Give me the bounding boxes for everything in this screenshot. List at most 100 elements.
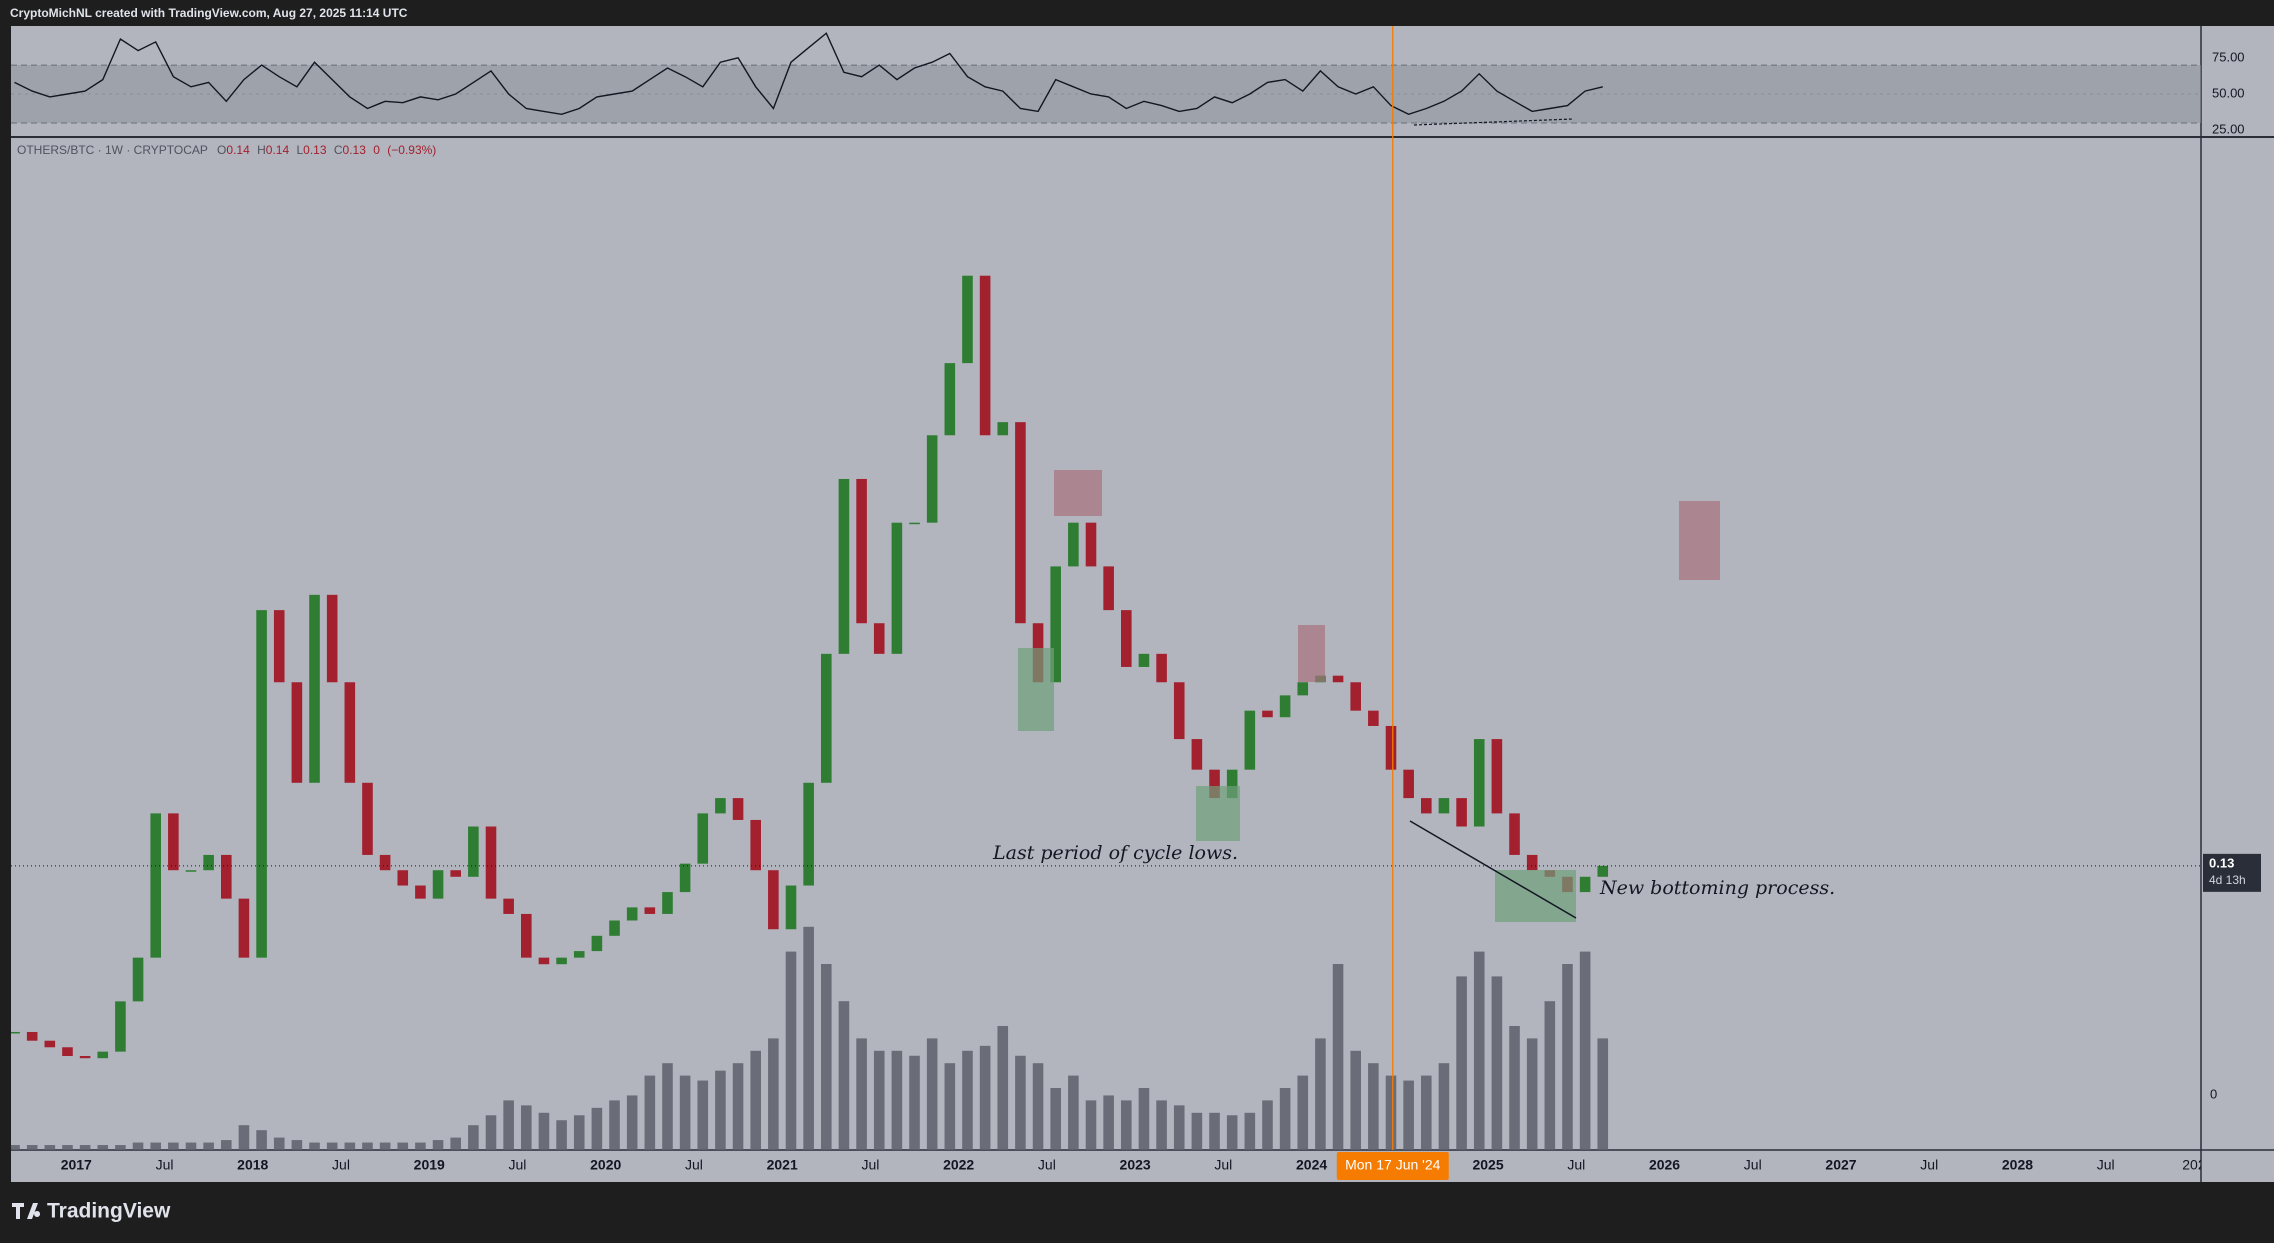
volume-bar — [679, 1075, 691, 1150]
x-tick-label: Jul — [1038, 1157, 1056, 1173]
x-tick-label: 2020 — [590, 1157, 621, 1173]
x-tick-label: Jul — [332, 1157, 350, 1173]
volume-bar — [1191, 1112, 1203, 1150]
volume-bar — [838, 1001, 850, 1150]
volume-bar — [1138, 1088, 1150, 1150]
volume-bar — [97, 1145, 109, 1150]
candle — [97, 1051, 109, 1059]
candle — [415, 885, 426, 899]
candle — [468, 826, 479, 877]
volume-bar — [803, 926, 814, 1150]
candle — [1438, 798, 1450, 814]
annotation: New bottoming process. — [1599, 877, 1835, 899]
volume-bar — [450, 1137, 461, 1150]
candle — [979, 275, 991, 436]
candle — [644, 907, 656, 914]
candle — [1403, 769, 1414, 799]
volume-bar — [26, 1145, 38, 1150]
candle — [150, 813, 161, 958]
candle — [1368, 710, 1379, 726]
volume-bar — [1032, 1063, 1044, 1150]
change-pct: (−0.93%) — [387, 143, 436, 157]
volume-bar — [1562, 964, 1573, 1150]
ohlc-label: L — [296, 143, 303, 157]
volume-bar — [1156, 1100, 1167, 1150]
trend-line — [1409, 820, 1577, 919]
volume-bar — [238, 1125, 250, 1150]
volume-bar — [785, 951, 797, 1150]
volume-bar — [1368, 1063, 1379, 1150]
x-tick-label: 2023 — [1120, 1157, 1151, 1173]
logo-text: TradingView — [47, 1200, 171, 1223]
volume-bar — [11, 1145, 20, 1150]
x-tick-label: 2024 — [1296, 1157, 1327, 1173]
candle — [768, 870, 779, 930]
volume-bar — [309, 1142, 320, 1150]
ohlc-value: 0.14 — [266, 143, 290, 157]
ohlc-label: C — [334, 143, 343, 157]
candle — [238, 898, 250, 958]
volume-bar — [1279, 1088, 1291, 1150]
volume-bar — [732, 1063, 744, 1150]
plot — [11, 32, 2201, 1150]
candle — [11, 1031, 20, 1034]
volume-bar — [132, 1142, 144, 1150]
volume-bar — [573, 1115, 585, 1150]
candle — [79, 1056, 91, 1059]
volume-tick-label: 0 — [2210, 1086, 2217, 1101]
candle — [1385, 725, 1397, 770]
footer-logo: TradingView — [12, 1200, 171, 1223]
volume-bar — [44, 1145, 56, 1150]
volume-bar — [273, 1137, 285, 1150]
ohlc-value: 0.14 — [226, 143, 250, 157]
volume-bar — [626, 1095, 638, 1150]
price-axis — [2201, 26, 2274, 1182]
candle — [715, 798, 726, 814]
candle — [679, 863, 691, 893]
volume-bar — [1226, 1115, 1238, 1150]
candle — [944, 363, 956, 436]
crosshair-label-box — [1336, 1152, 1449, 1180]
candle — [538, 957, 550, 965]
candle — [1156, 653, 1167, 683]
volume-bar — [326, 1142, 338, 1150]
volume-bar — [1315, 1038, 1326, 1150]
volume-bar — [644, 1075, 656, 1150]
candle — [1421, 798, 1432, 814]
volume-bar — [203, 1142, 214, 1150]
candle — [1103, 566, 1114, 611]
candle — [168, 813, 179, 871]
symbol: OTHERS/BTC · 1W · CRYPTOCAP — [17, 143, 208, 157]
candle — [556, 957, 567, 965]
candle — [785, 885, 797, 930]
candle — [44, 1040, 56, 1048]
target-box — [1679, 501, 1720, 580]
candle — [697, 813, 709, 864]
volume-bar — [1068, 1075, 1079, 1150]
candle — [273, 610, 285, 683]
volume-bar — [1385, 1075, 1397, 1150]
candle — [1121, 610, 1132, 667]
volume-bar — [1262, 1100, 1273, 1150]
candle — [609, 920, 620, 936]
volume-bar — [1209, 1112, 1220, 1150]
x-tick-label: Jul — [1567, 1157, 1585, 1173]
volume-bar — [873, 1050, 885, 1150]
volume-bar — [1085, 1100, 1097, 1150]
ohlc-label: O — [217, 143, 226, 157]
candle — [503, 898, 514, 914]
drawings — [1018, 118, 1720, 922]
ohlc-label: H — [257, 143, 266, 157]
candle — [1050, 566, 1061, 683]
volume-bar — [856, 1038, 867, 1150]
volume-bar — [1597, 1038, 1609, 1150]
rsi-line — [14, 32, 1603, 116]
support-box — [1196, 786, 1240, 841]
candle — [115, 1001, 126, 1052]
x-tick-label: Jul — [156, 1157, 174, 1173]
candle — [221, 854, 232, 899]
candle — [26, 1031, 38, 1041]
rsi-tick-label: 50.00 — [2212, 85, 2245, 100]
